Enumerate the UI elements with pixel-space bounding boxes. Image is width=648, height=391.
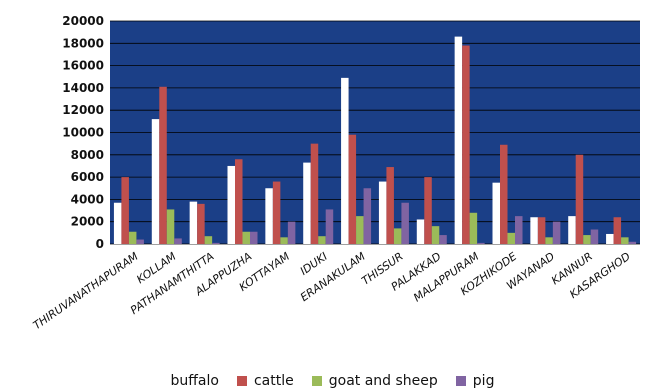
bar-pig: [628, 241, 637, 244]
legend-label-goat-and-sheep: goat and sheep: [328, 373, 438, 389]
bar-buffalo: [113, 202, 122, 244]
y-tick-label: 16000: [62, 59, 104, 73]
bar-goat-and-sheep: [242, 231, 250, 244]
bar-goat-and-sheep: [356, 216, 364, 244]
bar-buffalo: [189, 201, 198, 244]
bar-buffalo: [416, 219, 425, 244]
bar-buffalo: [265, 188, 273, 244]
bar-goat-and-sheep: [431, 226, 440, 244]
bar-goat-and-sheep: [204, 236, 213, 244]
bar-goat-and-sheep: [507, 232, 515, 244]
x-category-label: ERANAKULAM: [298, 250, 368, 305]
bar-pig: [515, 216, 523, 244]
bar-cattle: [272, 181, 281, 244]
bar-cattle: [613, 217, 622, 244]
legend-item-buffalo: buffalo: [153, 373, 219, 389]
y-tick-label: 12000: [62, 103, 104, 117]
y-tick-label: 18000: [62, 36, 104, 50]
bar-buffalo: [492, 182, 500, 244]
bar-pig: [325, 209, 334, 244]
bar-pig: [439, 235, 447, 244]
bar-goat-and-sheep: [469, 212, 478, 244]
bar-cattle: [537, 217, 546, 244]
bar-pig: [212, 242, 220, 244]
bar-pig: [174, 238, 182, 244]
bar-cattle: [386, 167, 394, 244]
bar-cattle: [310, 143, 319, 244]
legend-label-buffalo: buffalo: [170, 373, 219, 389]
y-tick-label: 6000: [71, 170, 104, 184]
bar-pig: [136, 239, 144, 244]
legend-swatch-goat-and-sheep: [311, 376, 322, 386]
bar-buffalo: [568, 216, 576, 244]
legend-label-pig: pig: [472, 373, 495, 389]
bars: [113, 36, 637, 245]
bar-buffalo: [341, 77, 349, 245]
bar-cattle: [235, 159, 243, 244]
y-tick-label: 4000: [71, 192, 104, 206]
x-axis-category-labels: THIRUVANATHAPURAMKOLLAMPATHANAMTHITTAALA…: [31, 250, 633, 333]
legend-label-cattle: cattle: [253, 373, 294, 389]
legend: buffalo cattle goat and sheep pig: [0, 371, 648, 391]
y-tick-label: 14000: [62, 81, 104, 95]
y-tick-label: 10000: [62, 126, 104, 140]
bar-pig: [250, 231, 258, 244]
y-tick-label: 2000: [71, 215, 104, 229]
bar-buffalo: [151, 119, 160, 244]
bar-goat-and-sheep: [583, 235, 591, 244]
y-tick-label: 8000: [71, 148, 104, 162]
bar-goat-and-sheep: [318, 236, 326, 244]
y-tick-label: 20000: [62, 14, 104, 28]
y-tick-label: 0: [96, 237, 104, 251]
bar-cattle: [159, 86, 167, 244]
y-axis-tick-labels: 0 2000 4000 6000 8000 10000 12000 14000 16000 180…: [62, 14, 104, 251]
x-category-label: THIRUVANATHAPURAM: [31, 250, 141, 333]
legend-swatch-pig: [455, 376, 466, 386]
bar-cattle: [424, 177, 432, 244]
bar-cattle: [121, 177, 129, 244]
bar-pig: [363, 188, 372, 244]
bar-pig: [552, 221, 561, 244]
legend-swatch-buffalo: [153, 376, 164, 386]
bar-pig: [287, 221, 296, 244]
bar-goat-and-sheep: [545, 237, 553, 244]
bar-cattle: [348, 134, 357, 244]
bar-pig: [401, 202, 409, 244]
bar-pig: [477, 242, 485, 244]
bar-cattle: [462, 45, 470, 244]
bar-buffalo: [227, 165, 235, 244]
bar-buffalo: [606, 233, 614, 244]
legend-item-cattle: cattle: [236, 373, 294, 389]
bar-goat-and-sheep: [128, 231, 137, 244]
bar-buffalo: [530, 217, 538, 244]
legend-item-goat-and-sheep: goat and sheep: [311, 373, 438, 389]
bar-cattle: [575, 154, 584, 244]
legend-swatch-cattle: [236, 376, 247, 386]
x-category-label: MALAPPURAM: [411, 250, 482, 305]
bar-goat-and-sheep: [166, 209, 175, 244]
bar-cattle: [197, 203, 205, 244]
bar-goat-and-sheep: [280, 237, 288, 244]
bar-goat-and-sheep: [393, 228, 402, 244]
bar-goat-and-sheep: [621, 237, 629, 244]
bar-cattle: [500, 144, 508, 244]
bar-buffalo: [454, 36, 463, 244]
bar-pig: [590, 229, 599, 244]
gridlines: [110, 20, 640, 245]
bar-buffalo: [378, 181, 387, 244]
bar-buffalo: [303, 162, 311, 244]
legend-item-pig: pig: [455, 373, 495, 389]
